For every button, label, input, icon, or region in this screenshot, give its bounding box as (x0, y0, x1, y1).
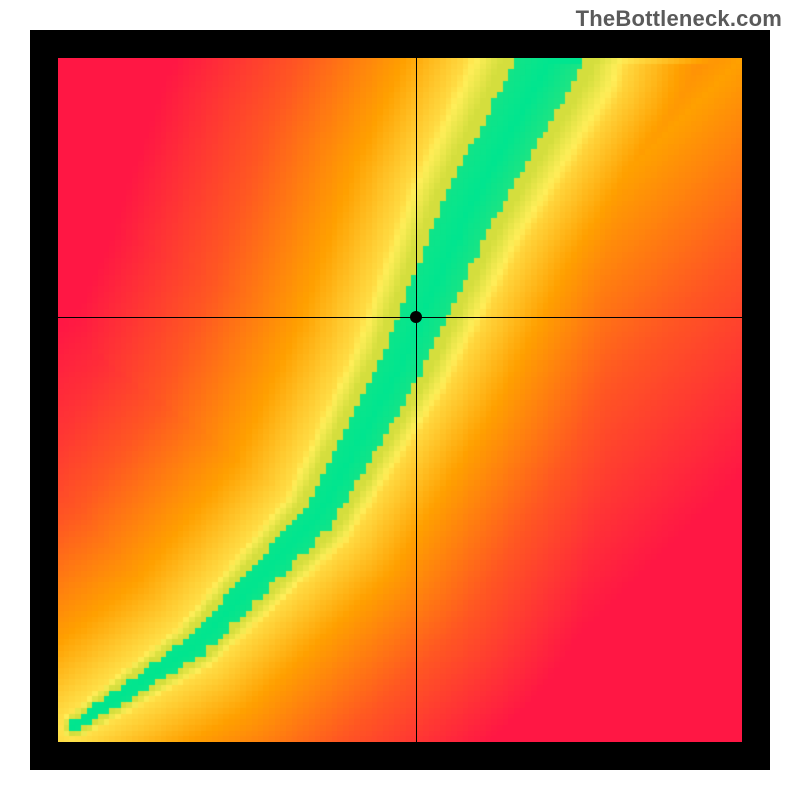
heatmap-canvas (58, 58, 742, 742)
crosshair-marker (410, 311, 422, 323)
crosshair-vertical (416, 58, 417, 742)
chart-container: TheBottleneck.com (0, 0, 800, 800)
plot-area (58, 58, 742, 742)
plot-frame (30, 30, 770, 770)
watermark-text: TheBottleneck.com (576, 6, 782, 32)
crosshair-horizontal (58, 317, 742, 318)
